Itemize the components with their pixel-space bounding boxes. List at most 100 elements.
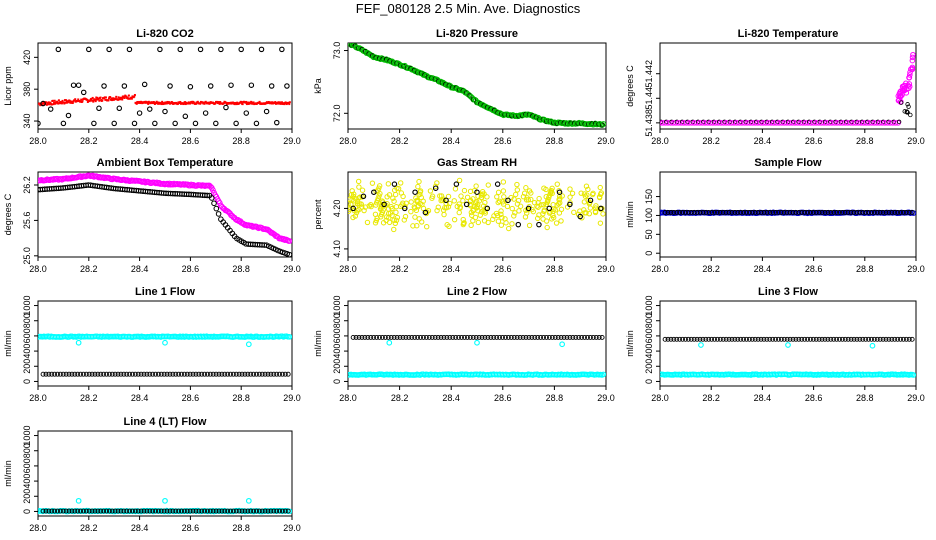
data-point bbox=[418, 194, 424, 201]
plot-area bbox=[38, 172, 292, 257]
data-point-avg bbox=[770, 209, 776, 215]
data-point bbox=[485, 182, 491, 188]
data-point-avg bbox=[781, 209, 787, 215]
data-point bbox=[162, 339, 168, 346]
data-point-avg bbox=[193, 371, 199, 377]
plot-area bbox=[38, 46, 291, 127]
data-point bbox=[368, 203, 374, 210]
data-point-avg bbox=[564, 334, 570, 340]
data-point bbox=[908, 66, 914, 72]
data-point-avg bbox=[207, 508, 213, 514]
data-point bbox=[286, 251, 292, 257]
data-point bbox=[408, 208, 414, 215]
data-point-avg bbox=[274, 371, 280, 377]
data-point-avg bbox=[43, 371, 49, 377]
data-point-avg bbox=[225, 371, 231, 377]
data-point-avg bbox=[889, 209, 895, 215]
data-point bbox=[348, 196, 353, 202]
data-point bbox=[540, 216, 546, 222]
data-point bbox=[76, 100, 79, 103]
data-point bbox=[600, 371, 606, 378]
data-point bbox=[107, 99, 110, 102]
data-point bbox=[482, 199, 488, 206]
data-point bbox=[393, 204, 400, 210]
data-point bbox=[245, 341, 252, 348]
data-point-avg bbox=[350, 334, 356, 340]
data-point bbox=[161, 101, 164, 104]
data-point bbox=[201, 101, 204, 104]
x-tick-label: 28.8 bbox=[232, 136, 250, 146]
data-point-avg bbox=[517, 334, 523, 340]
data-point-avg bbox=[213, 508, 219, 514]
data-point-avg bbox=[173, 508, 179, 514]
x-tick-label: 28.8 bbox=[546, 136, 564, 146]
data-point-avg bbox=[770, 336, 776, 342]
data-point-avg bbox=[95, 371, 101, 377]
data-point bbox=[525, 197, 532, 203]
data-point bbox=[47, 101, 50, 104]
x-tick-label: 28.2 bbox=[80, 264, 98, 274]
data-point bbox=[121, 98, 124, 101]
x-tick-label: 28.2 bbox=[702, 393, 720, 403]
data-point bbox=[386, 219, 393, 226]
data-point bbox=[45, 103, 48, 106]
data-point bbox=[97, 98, 100, 101]
data-point bbox=[468, 222, 474, 229]
data-point bbox=[96, 96, 99, 99]
data-point-avg bbox=[714, 336, 720, 342]
data-point bbox=[70, 82, 77, 88]
data-point-avg bbox=[570, 334, 576, 340]
data-point-avg bbox=[831, 209, 837, 215]
data-point-avg bbox=[874, 336, 880, 342]
data-point bbox=[53, 101, 56, 104]
data-point bbox=[196, 100, 199, 103]
data-point-avg bbox=[385, 334, 391, 340]
data-point bbox=[245, 497, 252, 504]
series-box-temperature bbox=[38, 172, 292, 244]
data-point bbox=[386, 192, 393, 198]
series-line-3-flow bbox=[660, 336, 916, 378]
data-point-avg bbox=[685, 336, 691, 342]
data-point bbox=[127, 94, 130, 97]
data-point-avg bbox=[98, 508, 104, 514]
data-point-avg bbox=[749, 209, 755, 215]
data-point-avg bbox=[694, 336, 700, 342]
data-point bbox=[233, 103, 236, 106]
data-point bbox=[75, 497, 82, 504]
x-tick-label: 28.6 bbox=[494, 136, 512, 146]
data-point-avg bbox=[213, 371, 219, 377]
data-point bbox=[111, 120, 117, 127]
data-point bbox=[432, 183, 439, 190]
data-point-avg bbox=[735, 336, 741, 342]
data-point bbox=[96, 105, 102, 112]
data-point bbox=[526, 222, 533, 229]
panel-line3: Line 3 Flow ml/min 28.0 28.2 28.4 28.6 28.8 29.… bbox=[625, 286, 925, 403]
plot-frame bbox=[659, 300, 917, 387]
data-point bbox=[90, 97, 93, 100]
y-tick-label: 25.6 bbox=[22, 212, 32, 230]
data-point-avg bbox=[883, 209, 889, 215]
plot-area bbox=[660, 336, 916, 378]
data-point bbox=[118, 97, 121, 100]
data-point bbox=[126, 96, 129, 99]
data-point-avg bbox=[906, 209, 912, 215]
data-point-avg bbox=[558, 334, 564, 340]
data-point-avg bbox=[903, 336, 909, 342]
data-point bbox=[467, 201, 473, 208]
x-tick-label: 28.8 bbox=[546, 393, 564, 403]
data-point-avg bbox=[245, 371, 251, 377]
data-point bbox=[470, 218, 476, 224]
x-tick-label: 28.4 bbox=[131, 393, 149, 403]
data-point bbox=[162, 497, 168, 504]
data-point bbox=[472, 214, 479, 221]
data-point bbox=[506, 225, 512, 232]
x-tick-label: 28.0 bbox=[651, 136, 669, 146]
data-point bbox=[452, 186, 459, 192]
data-point-avg bbox=[78, 508, 84, 514]
data-point bbox=[899, 92, 905, 98]
data-point-avg bbox=[700, 336, 706, 342]
x-tick-label: 28.0 bbox=[339, 264, 357, 274]
chart-title: Li-820 Temperature bbox=[738, 28, 839, 40]
data-point-avg bbox=[353, 334, 359, 340]
data-point-avg bbox=[72, 508, 78, 514]
